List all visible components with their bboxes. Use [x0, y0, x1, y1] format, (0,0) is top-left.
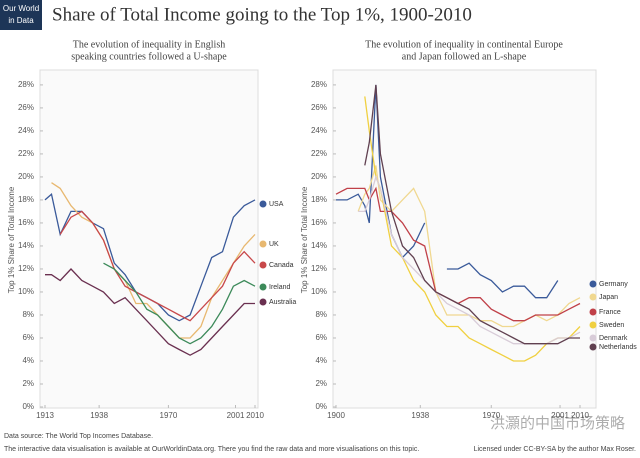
- x-tick-label: 1970: [482, 411, 500, 420]
- plot-frame: [39, 69, 259, 409]
- y-tick-label: 16%: [311, 218, 327, 227]
- y-tick-label: 20%: [18, 172, 34, 181]
- x-tick-label: 1913: [36, 411, 54, 420]
- y-axis-label: Top 1% Share of Total Income: [300, 186, 309, 293]
- legend-dot: [589, 280, 597, 288]
- legend-dot: [589, 293, 597, 301]
- legend-label: Sweden: [599, 322, 624, 329]
- legend-label: France: [599, 309, 621, 316]
- x-tick-label: 1938: [90, 411, 108, 420]
- legend-dot: [259, 200, 267, 208]
- legend-label: USA: [269, 201, 284, 208]
- legend-label: Ireland: [269, 284, 291, 291]
- y-tick-label: 8%: [22, 310, 34, 319]
- y-tick-label: 12%: [311, 264, 327, 273]
- legend-label: Denmark: [599, 335, 628, 342]
- logo-box: [0, 0, 42, 30]
- footer: The interactive data visualisation is av…: [4, 446, 419, 453]
- y-tick-label: 26%: [311, 103, 327, 112]
- legend-label: Germany: [599, 281, 628, 288]
- x-tick-label: 2010: [571, 411, 589, 420]
- series-line: [357, 165, 581, 328]
- x-tick-label: 2001: [551, 411, 569, 420]
- series-line: [364, 84, 580, 345]
- y-tick-label: 14%: [311, 241, 327, 250]
- footer: Data source: The World Top Incomes Datab…: [4, 433, 153, 440]
- y-tick-label: 26%: [18, 103, 34, 112]
- legend-label: Canada: [269, 262, 294, 269]
- y-tick-label: 28%: [18, 80, 34, 89]
- y-tick-label: 28%: [311, 80, 327, 89]
- title: Share of Total Income going to the Top 1…: [52, 4, 472, 25]
- y-tick-label: 10%: [311, 287, 327, 296]
- plot-frame: [332, 69, 597, 409]
- legend-dot: [589, 334, 597, 342]
- y-tick-label: 0%: [22, 402, 34, 411]
- watermark: 洪灝的中国市场策略: [490, 415, 625, 432]
- footer: Licensed under CC-BY-SA by the author Ma…: [474, 446, 636, 453]
- y-tick-label: 6%: [315, 333, 327, 342]
- subtitle: and Japan followed an L-shape: [402, 51, 527, 62]
- logo: Our World: [3, 4, 39, 13]
- y-axis-label: Top 1% Share of Total Income: [7, 186, 16, 293]
- y-tick-label: 16%: [18, 218, 34, 227]
- legend-dot: [589, 321, 597, 329]
- legend-label: Netherlands: [599, 344, 637, 351]
- y-tick-label: 22%: [311, 149, 327, 158]
- y-tick-label: 18%: [311, 195, 327, 204]
- legend-label: Australia: [269, 299, 296, 306]
- y-tick-label: 6%: [22, 333, 34, 342]
- y-tick-label: 20%: [311, 172, 327, 181]
- y-tick-label: 12%: [18, 264, 34, 273]
- series-line: [59, 210, 256, 322]
- y-tick-label: 10%: [18, 287, 34, 296]
- legend-dot: [259, 261, 267, 269]
- y-tick-label: 2%: [315, 379, 327, 388]
- series-line: [51, 182, 256, 339]
- y-tick-label: 24%: [18, 126, 34, 135]
- y-tick-label: 8%: [315, 310, 327, 319]
- y-tick-label: 14%: [18, 241, 34, 250]
- series-line: [45, 268, 255, 356]
- legend-dot: [259, 298, 267, 306]
- subtitle: The evolution of inequality in English: [73, 39, 225, 50]
- y-tick-label: 22%: [18, 149, 34, 158]
- y-tick-label: 4%: [315, 356, 327, 365]
- x-tick-label: 1970: [160, 411, 178, 420]
- series-line: [364, 96, 581, 362]
- subtitle: speaking countries followed a U-shape: [71, 51, 227, 62]
- y-tick-label: 18%: [18, 195, 34, 204]
- y-tick-label: 0%: [315, 402, 327, 411]
- legend-dot: [589, 343, 597, 351]
- legend-label: UK: [269, 241, 279, 248]
- x-tick-label: 1900: [327, 411, 345, 420]
- y-tick-label: 24%: [311, 126, 327, 135]
- logo: in Data: [8, 16, 34, 25]
- y-tick-label: 4%: [22, 356, 34, 365]
- legend-dot: [259, 240, 267, 248]
- series-line: [103, 262, 256, 345]
- legend-label: Japan: [599, 294, 618, 301]
- subtitle: The evolution of inequality in continent…: [365, 39, 563, 50]
- legend-dot: [589, 308, 597, 316]
- x-tick-label: 1938: [411, 411, 429, 420]
- legend-dot: [259, 283, 267, 291]
- x-tick-label: 2001: [227, 411, 245, 420]
- x-tick-label: 2010: [246, 411, 264, 420]
- y-tick-label: 2%: [22, 379, 34, 388]
